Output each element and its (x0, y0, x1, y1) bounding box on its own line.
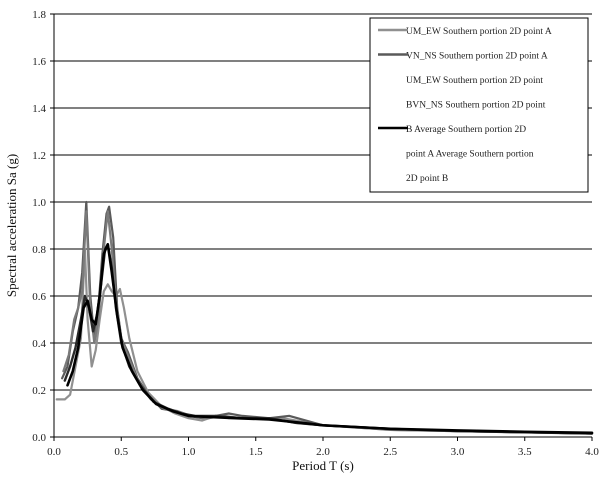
x-tick-label: 2.5 (383, 446, 397, 458)
y-tick-label: 0.6 (32, 291, 46, 303)
y-tick-label: 0.2 (32, 385, 46, 397)
y-tick-label: 0.0 (32, 432, 46, 444)
x-tick-label: 1.0 (182, 446, 196, 458)
series-line-2 (61, 200, 594, 435)
legend-entry-text: B Average Southern portion 2D (406, 125, 526, 135)
y-tick-label: 1.4 (32, 103, 46, 115)
x-tick-label: 1.5 (249, 446, 263, 458)
y-tick-label: 1.0 (32, 197, 46, 209)
y-tick-label: 0.8 (32, 244, 46, 256)
x-tick-label: 3.5 (518, 446, 532, 458)
legend-entry-text: BVN_NS Southern portion 2D point (406, 101, 546, 111)
x-tick-label: 0.0 (47, 446, 61, 458)
legend-entry-text: UM_EW Southern portion 2D point A (406, 27, 552, 37)
legend-entry-text: VN_NS Southern portion 2D point A (406, 52, 548, 62)
series-line-5 (66, 243, 594, 435)
legend: UM_EW Southern portion 2D point A VN_NS S… (369, 17, 589, 193)
x-axis-title: Period T (s) (292, 458, 354, 473)
legend-entry-text: point A Average Southern portion (406, 150, 534, 160)
y-tick-label: 0.4 (32, 338, 46, 350)
x-tick-label: 0.5 (114, 446, 128, 458)
legend-entry-text: UM_EW Southern portion 2D point (406, 76, 543, 86)
x-tick-label: 3.0 (451, 446, 465, 458)
gridlines (54, 13, 592, 391)
y-tick-label: 1.8 (32, 9, 46, 21)
axes: 0.0 0.2 0.4 0.6 0.8 1.0 1.2 1.4 1.6 1.8 0.0 0.5 1.0 1… (32, 9, 599, 458)
legend-entry-text: 2D point B (406, 174, 448, 184)
legend-box (369, 17, 589, 193)
series-line-1 (55, 247, 594, 435)
series-line-4 (63, 243, 594, 435)
series-line-3 (62, 210, 594, 435)
series-lines (55, 200, 594, 435)
x-tick-label: 4.0 (585, 446, 599, 458)
y-tick-label: 1.6 (32, 56, 46, 68)
y-tick-label: 1.2 (32, 150, 46, 162)
y-axis-title: Spectral acceleration Sa (g) (4, 154, 19, 297)
x-tick-label: 2.0 (316, 446, 330, 458)
